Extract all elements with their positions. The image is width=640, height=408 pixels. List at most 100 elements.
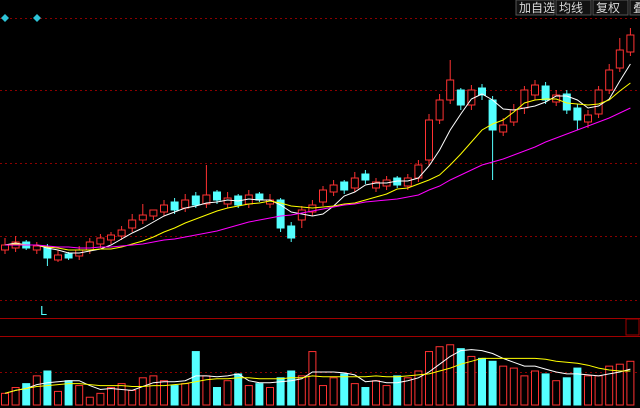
- candle-body: [287, 225, 296, 239]
- volume-bar: [520, 375, 529, 406]
- volume-bar: [170, 385, 179, 406]
- volume-bar: [54, 390, 62, 406]
- candle-body: [1, 244, 9, 251]
- candle-body: [350, 177, 359, 189]
- volume-bar: [191, 351, 200, 406]
- toolbar-label[interactable]: 复权: [596, 1, 620, 15]
- volume-bar: [213, 387, 221, 406]
- toolbar: 加自选 均线 复权叠: [515, 0, 640, 16]
- candle-body: [329, 184, 338, 193]
- candle-body: [361, 173, 370, 181]
- toolbar-button[interactable]: [592, 0, 629, 16]
- volume-bar: [552, 380, 561, 406]
- volume-bar: [96, 392, 105, 406]
- candle-body: [64, 253, 73, 259]
- candle-body: [191, 195, 200, 206]
- volume-bar: [223, 380, 232, 406]
- candle-body: [255, 193, 264, 201]
- candle-body: [107, 234, 115, 241]
- candle-body: [435, 99, 444, 121]
- ma-line: [4, 63, 631, 254]
- volume-bar: [414, 370, 423, 406]
- candle-body: [594, 89, 603, 115]
- volume-bar: [32, 375, 41, 406]
- candle-body: [54, 254, 62, 261]
- volume-bar: [107, 387, 115, 406]
- volume-bar: [584, 375, 592, 406]
- volume-bar: [244, 385, 253, 406]
- candle-body: [96, 237, 105, 245]
- toolbar-label[interactable]: 叠: [633, 1, 640, 15]
- candle-body: [223, 197, 232, 205]
- volume-bar: [297, 375, 306, 406]
- volume-bar: [435, 346, 444, 406]
- volume-bar: [456, 348, 465, 406]
- candle-body: [403, 177, 412, 187]
- candle-body: [541, 85, 550, 101]
- candle-body: [138, 214, 147, 221]
- candle-body: [128, 219, 137, 229]
- volume-bar: [594, 375, 603, 406]
- candle-body: [414, 164, 423, 179]
- ma-line: [4, 357, 631, 394]
- volume-bar: [276, 377, 285, 406]
- volume-bar: [425, 351, 433, 406]
- ma-line: [4, 82, 631, 251]
- candle-body: [456, 89, 465, 106]
- volume-bar: [562, 377, 571, 406]
- toolbar-button[interactable]: [555, 0, 592, 16]
- volume-bar: [499, 365, 508, 406]
- volume-bar: [308, 351, 317, 406]
- candle-body: [573, 107, 582, 121]
- candle-body: [584, 114, 592, 123]
- toolbar-label[interactable]: 加自选: [519, 1, 555, 15]
- candle-body: [32, 245, 41, 251]
- toolbar-button[interactable]: [629, 0, 640, 16]
- volume-bar: [266, 387, 274, 406]
- volume-bar: [1, 392, 9, 406]
- candle-body: [43, 247, 52, 259]
- candle-body: [213, 191, 221, 201]
- marker: [1, 14, 41, 22]
- volume-bar: [531, 370, 539, 406]
- volume-bar: [117, 383, 126, 406]
- ma-line: [4, 349, 631, 394]
- candle-body: [626, 34, 635, 53]
- toolbar-button[interactable]: [515, 0, 555, 16]
- volume-bar: [234, 373, 243, 406]
- volume-bar: [181, 383, 190, 406]
- candle-body: [160, 204, 168, 213]
- volume-bar: [446, 344, 455, 406]
- candle-body: [117, 229, 126, 237]
- volume-bar: [11, 387, 20, 406]
- candle-body: [478, 87, 486, 96]
- volume-bar: [403, 377, 412, 406]
- volume-bar: [22, 383, 31, 406]
- candle-body: [531, 84, 539, 96]
- candle-body: [319, 189, 327, 203]
- candle-body: [149, 209, 158, 217]
- volume-bar: [149, 375, 158, 406]
- candle-body: [202, 194, 211, 205]
- volume-bar: [372, 380, 380, 406]
- volume-bar: [478, 357, 486, 406]
- volume-bar: [350, 383, 359, 406]
- candle-body: [605, 69, 614, 91]
- volume-bar: [75, 385, 84, 406]
- volume-bar: [382, 385, 391, 406]
- volume-bar: [340, 373, 349, 406]
- toolbar-label[interactable]: 均线: [559, 1, 583, 15]
- volume-bar: [160, 380, 168, 406]
- volume-bar: [85, 396, 94, 406]
- volume-bar: [626, 360, 635, 406]
- plot: [1, 28, 635, 406]
- candle-body: [170, 201, 179, 211]
- volume-bar: [615, 363, 624, 406]
- candle-body: [340, 181, 349, 191]
- candle-body: [615, 49, 624, 69]
- candle-body: [297, 209, 306, 221]
- candle-body: [499, 124, 508, 133]
- candle-body: [85, 241, 94, 251]
